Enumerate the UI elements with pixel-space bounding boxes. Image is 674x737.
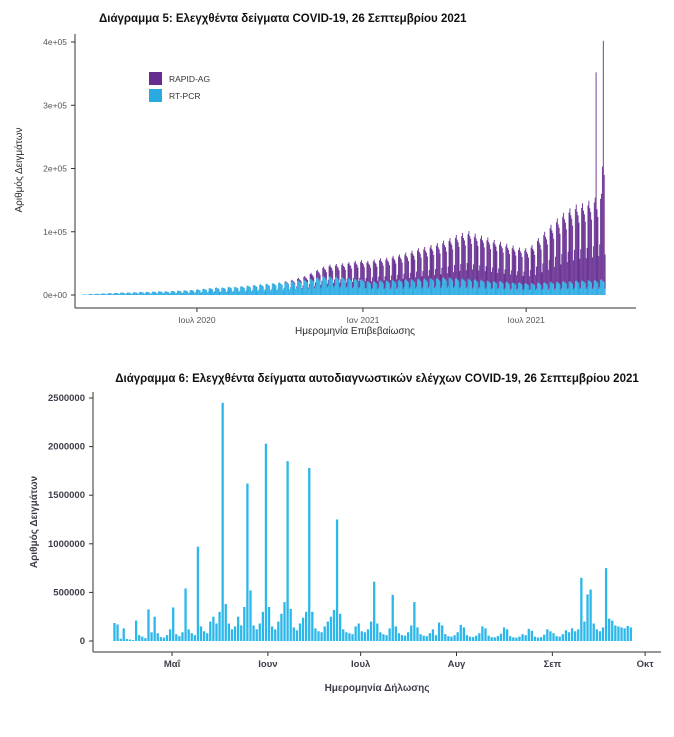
legend-swatch-rt-pcr xyxy=(149,89,162,102)
svg-text:Ιουλ 2021: Ιουλ 2021 xyxy=(508,315,546,325)
chart5-bars xyxy=(81,40,606,295)
chart6-y-axis-title: Αριθμός Δειγμάτων xyxy=(29,475,40,568)
chart5-y-tick-labels: 0e+00 1e+05 2e+05 3e+05 4e+05 xyxy=(43,37,75,300)
svg-text:Ιαν 2021: Ιαν 2021 xyxy=(347,315,380,325)
svg-text:1500000: 1500000 xyxy=(48,490,85,501)
svg-text:Αυγ: Αυγ xyxy=(448,659,466,670)
chart-5: Διάγραμμα 5: Ελεγχθέντα δείγματα COVID-1… xyxy=(13,13,636,337)
svg-text:1000000: 1000000 xyxy=(48,539,85,550)
svg-text:2500000: 2500000 xyxy=(48,393,85,404)
svg-text:1e+05: 1e+05 xyxy=(43,227,67,237)
svg-text:4e+05: 4e+05 xyxy=(43,37,67,47)
legend-label-rapid-ag: RAPID-AG xyxy=(169,74,210,84)
chart6-bars xyxy=(113,402,632,641)
svg-text:500000: 500000 xyxy=(53,587,85,598)
svg-text:2000000: 2000000 xyxy=(48,442,85,453)
chart5-title: Διάγραμμα 5: Ελεγχθέντα δείγματα COVID-1… xyxy=(99,13,467,25)
chart5-legend: RAPID-AG RT-PCR xyxy=(149,72,210,102)
svg-text:0: 0 xyxy=(80,636,85,647)
svg-text:Ιουν: Ιουν xyxy=(258,659,277,670)
svg-text:2e+05: 2e+05 xyxy=(43,164,67,174)
svg-text:Ιουλ 2020: Ιουλ 2020 xyxy=(178,315,216,325)
chart6-x-axis-title: Ημερομηνία Δήλωσης xyxy=(325,683,430,694)
chart6-title: Διάγραμμα 6: Ελεγχθέντα δείγματα αυτοδια… xyxy=(115,373,639,385)
svg-text:Σεπ: Σεπ xyxy=(544,659,562,670)
chart-6: Διάγραμμα 6: Ελεγχθέντα δείγματα αυτοδια… xyxy=(29,373,661,694)
chart5-x-tick-labels: Ιουλ 2020 Ιαν 2021 Ιουλ 2021 xyxy=(178,308,545,325)
svg-text:Οκτ: Οκτ xyxy=(637,659,655,670)
chart6-x-tick-labels: Μαΐ Ιουν Ιουλ Αυγ Σεπ Οκτ xyxy=(164,652,654,670)
svg-text:Μαΐ: Μαΐ xyxy=(164,659,181,670)
chart6-y-tick-labels: 0 500000 1000000 1500000 2000000 2500000 xyxy=(48,393,93,647)
chart5-y-axis-title: Αριθμός Δειγμάτων xyxy=(13,127,25,212)
legend-label-rt-pcr: RT-PCR xyxy=(169,91,201,101)
chart5-x-axis-title: Ημερομηνία Επιβεβαίωσης xyxy=(295,325,415,337)
svg-text:3e+05: 3e+05 xyxy=(43,100,67,110)
svg-text:Ιουλ: Ιουλ xyxy=(351,659,371,670)
legend-swatch-rapid-ag xyxy=(149,72,162,85)
svg-text:0e+00: 0e+00 xyxy=(43,290,67,300)
